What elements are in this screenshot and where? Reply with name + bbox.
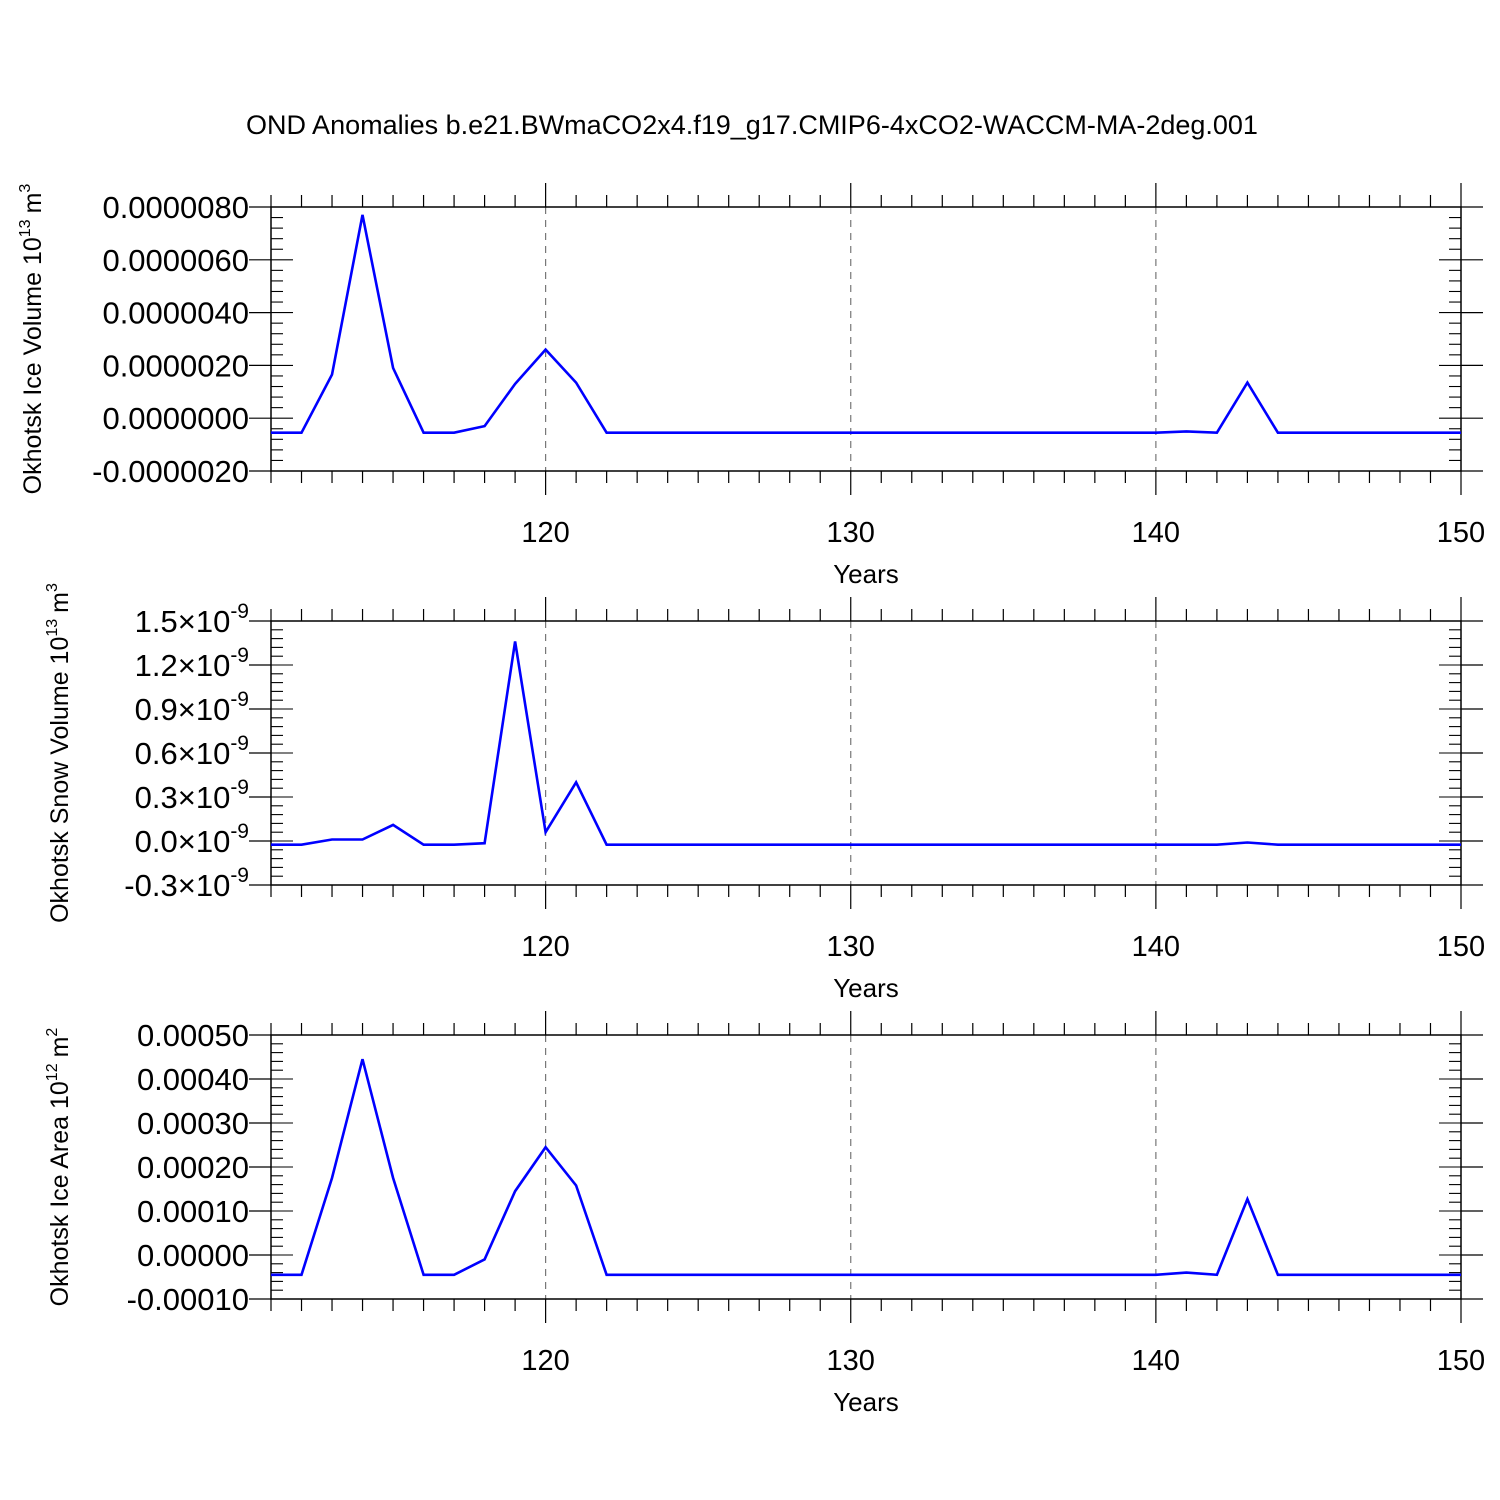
series-line [271,214,1461,435]
y-tick-label: 0.00050 [137,1018,249,1053]
y-tick-label: 0.0000060 [102,243,249,278]
y-tick-label: 1.5×10-9 [135,600,249,639]
y-tick-number: 0.9 [135,692,178,727]
panel-3: 120 130 140 150 Years -0.00010 0.00000 0.00010 0… [44,1011,1485,1417]
y-axis-label-unit: m [19,193,47,214]
x-tick-label: 150 [1437,517,1485,549]
y-tick-multiplier: ×10 [178,736,231,771]
y-tick-label: 0.3×10-9 [135,776,249,815]
y-tick-label: 0.0000080 [102,190,249,225]
y-tick-label: -0.00010 [127,1282,249,1317]
y-tick-number: 0.0 [135,824,178,859]
x-tick-label: 150 [1437,1345,1485,1377]
y-tick-multiplier: ×10 [178,824,231,859]
x-axis-label: Years [833,973,899,1003]
y-axis-label-exp: 13 [44,619,61,637]
panel-2: 120 130 140 150Years-0.3×10-90.0×10-90.3×10… [44,583,1485,1003]
y-tick-exponent: -9 [230,776,249,799]
panels: 120 130 140 150Years-0.00000200.00000000.00… [17,183,1485,1417]
figure-title: OND Anomalies b.e21.BWmaCO2x4.f19_g17.CM… [246,110,1258,140]
y-tick-number: 1.2 [135,648,178,683]
x-tick-label: 120 [521,931,569,963]
y-axis-label-unit-exp: 3 [44,583,61,592]
y-tick-label: 0.00030 [137,1106,249,1141]
y-tick-number: -0.3 [124,868,177,903]
y-tick-label: 0.0000000 [102,401,249,436]
y-axis-label: Okhotsk Ice Area 1012 m2 [44,1028,74,1307]
y-axis-label-unit: m [46,592,74,613]
y-tick-exponent: -9 [230,644,249,667]
y-tick-multiplier: ×10 [178,648,231,683]
y-axis-label-text: Okhotsk Ice Volume 10 [19,237,47,494]
y-tick-label: 0.0×10-9 [135,820,249,859]
series-line [271,1058,1461,1277]
y-tick-multiplier: ×10 [178,604,231,639]
plot-frame [270,206,1462,472]
y-tick-label: 0.00020 [137,1150,249,1185]
y-tick-label: 0.00000 [137,1238,249,1273]
x-tick-label: 120 [521,517,569,549]
y-axis-label-exp: 13 [17,219,34,237]
x-tick-label: 150 [1437,931,1485,963]
plot-frame [270,1034,1462,1300]
y-tick-label: -0.0000020 [92,454,249,489]
x-tick-label: 140 [1132,517,1180,549]
y-tick-label: 0.00010 [137,1194,249,1229]
y-axis-label-text: Okhotsk Snow Volume 10 [46,637,74,923]
y-axis-label-unit-exp: 3 [17,184,34,193]
y-tick-multiplier: ×10 [178,780,231,815]
x-tick-label: 140 [1132,1345,1180,1377]
y-tick-label: 0.00040 [137,1062,249,1097]
y-tick-number: 0.3 [135,780,178,815]
y-axis-label-unit: m [46,1037,74,1058]
x-tick-label: 120 [521,1345,569,1377]
y-tick-label: 1.2×10-9 [135,644,249,683]
y-tick-multiplier: ×10 [178,868,231,903]
y-tick-label: 0.0000020 [102,348,249,383]
y-axis-label: Okhotsk Ice Volume 1013 m3 [17,184,47,495]
x-tick-label: 130 [827,931,875,963]
x-axis-label: Years [833,1387,899,1417]
x-tick-label: 130 [827,517,875,549]
x-tick-label: 140 [1132,931,1180,963]
y-tick-exponent: -9 [230,732,249,755]
x-axis-label: Years [833,559,899,589]
y-axis-label-text: Okhotsk Ice Area 10 [46,1081,74,1306]
y-tick-number: 0.6 [135,736,178,771]
y-axis-label-exp: 12 [44,1063,61,1081]
y-tick-label: 0.9×10-9 [135,688,249,727]
x-tick-label: 130 [827,1345,875,1377]
y-tick-multiplier: ×10 [178,692,231,727]
y-axis-label: Okhotsk Snow Volume 1013 m3 [44,583,74,923]
y-tick-label: -0.3×10-9 [124,864,249,903]
y-axis-label-unit-exp: 2 [44,1028,61,1037]
y-tick-exponent: -9 [230,864,249,887]
y-tick-label: 0.0000040 [102,296,249,331]
y-tick-exponent: -9 [230,688,249,711]
y-tick-exponent: -9 [230,820,249,843]
y-tick-label: 0.6×10-9 [135,732,249,771]
y-tick-exponent: -9 [230,600,249,623]
panel-1: 120 130 140 150 Years -0.0000020 0.0000000 0.00… [17,183,1485,589]
series-line [271,641,1461,847]
y-tick-number: 1.5 [135,604,178,639]
